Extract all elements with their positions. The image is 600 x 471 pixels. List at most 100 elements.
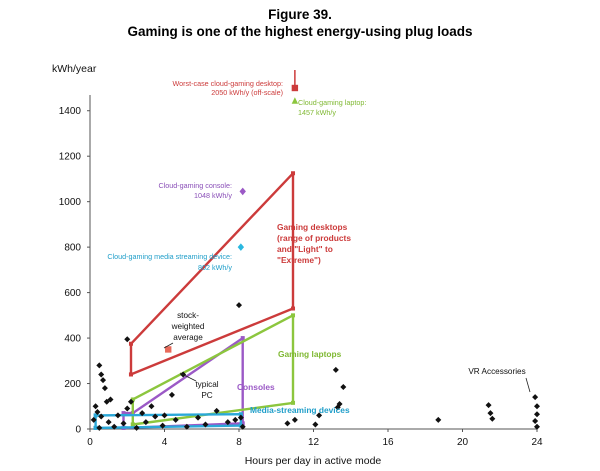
series-vertex: [291, 313, 296, 318]
series-vertex: [240, 336, 245, 341]
data-point: [105, 419, 112, 426]
annotation-cloud-console-line1: Cloud-gaming console:: [158, 181, 232, 190]
annotation-cloud-media-line2: 802 kWh/y: [198, 263, 232, 272]
annotation-cloud-laptop-line1: Cloud-gaming laptop:: [298, 98, 366, 107]
data-point: [96, 424, 103, 431]
series-vertex: [238, 412, 243, 417]
data-point: [133, 424, 140, 431]
label-media-streaming: Media-streaming devices: [250, 405, 350, 415]
data-point: [124, 405, 131, 412]
figure-title: Figure 39. Gaming is one of the highest …: [0, 6, 600, 40]
data-point: [152, 413, 159, 420]
series-vertex: [291, 400, 296, 405]
x-tick-label: 16: [382, 437, 394, 448]
data-point: [183, 423, 190, 430]
series-gaming-desktops: [129, 172, 295, 376]
y-tick-label: 0: [75, 425, 81, 436]
annotation-cloud-laptop: Cloud-gaming laptop: 1457 kWh/y: [298, 98, 366, 117]
annotation-typical-pc-line1: typical: [195, 380, 218, 389]
annotation-cloud-console-line2: 1048 kWh/y: [194, 191, 232, 200]
data-point: [124, 336, 131, 343]
data-point: [232, 416, 239, 423]
vr-pointer: [525, 377, 531, 393]
series-vertex: [121, 411, 126, 416]
data-point: [148, 403, 155, 410]
x-axis-title: Hours per day in active mode: [245, 455, 382, 467]
y-tick-label: 1400: [59, 106, 82, 117]
label-gaming-desktops-line3: and "Light" to: [277, 244, 333, 254]
annotation-worst-case-line1: Worst-case cloud-gaming desktop:: [172, 79, 283, 88]
data-point: [284, 420, 291, 427]
x-tick-label: 4: [162, 437, 168, 448]
data-point: [90, 416, 97, 423]
annotation-stock-weighted-line3: average: [173, 333, 203, 342]
data-point: [291, 416, 298, 423]
annotation-worst-case-line2: 2050 kWh/y (off-scale): [211, 88, 283, 97]
label-gaming-desktops-line4: "Extreme"): [277, 255, 321, 265]
series-vertex: [93, 425, 98, 430]
data-point: [142, 419, 149, 426]
marker-cloud-console: [239, 187, 246, 196]
x-tick-label: 20: [457, 437, 469, 448]
data-point: [340, 383, 347, 390]
data-point: [161, 412, 168, 419]
markers-layer: [165, 70, 299, 353]
data-point: [236, 302, 242, 309]
annotation-typical-pc: typical PC: [179, 372, 219, 400]
data-point: [111, 423, 118, 430]
annotation-typical-pc-line2: PC: [201, 391, 212, 400]
y-axis-title: kWh/year: [52, 63, 97, 75]
data-point: [239, 423, 246, 430]
data-point: [487, 410, 494, 417]
figure-number: Figure 39.: [268, 7, 332, 22]
y-tick-label: 800: [64, 243, 81, 254]
marker-stock-weighted: [165, 346, 172, 353]
data-point: [485, 402, 492, 409]
data-point: [489, 415, 496, 422]
x-tick-label: 24: [531, 437, 543, 448]
marker-cloud-media: [237, 243, 245, 251]
figure-heading: Gaming is one of the highest energy-usin…: [127, 24, 473, 39]
data-point: [168, 391, 175, 398]
data-point: [92, 403, 99, 410]
data-point: [172, 416, 179, 423]
annotation-worst-case: Worst-case cloud-gaming desktop: 2050 kW…: [172, 79, 283, 97]
data-point: [316, 412, 323, 419]
data-point: [435, 416, 442, 423]
data-point: [532, 418, 539, 425]
series-vertex: [128, 372, 133, 377]
x-tick-label: 12: [308, 437, 320, 448]
y-tick-label: 1200: [59, 152, 82, 163]
stock-weighted-pointer: [163, 342, 174, 349]
data-point: [332, 366, 339, 373]
series-vertex: [130, 397, 135, 402]
annotation-cloud-media-line1: Cloud-gaming media streaming device:: [107, 252, 232, 261]
y-tick-label: 200: [64, 379, 81, 390]
annotation-cloud-console: Cloud-gaming console: 1048 kWh/y: [158, 181, 232, 200]
label-gaming-desktops: Gaming desktops (range of products and "…: [277, 222, 351, 265]
data-point: [96, 362, 103, 369]
series-vertex: [128, 341, 133, 346]
series-vertex: [130, 422, 135, 427]
data-point: [159, 422, 166, 429]
annotation-cloud-media: Cloud-gaming media streaming device: 802…: [107, 252, 232, 272]
typical-pc-pointer: [179, 372, 197, 382]
y-tick-label: 400: [64, 334, 81, 345]
data-point: [139, 410, 146, 417]
data-point: [120, 420, 127, 427]
label-vr-accessories: VR Accessories: [468, 367, 525, 376]
data-point: [532, 394, 539, 401]
data-point: [100, 377, 107, 384]
annotation-stock-weighted: stock- weighted average: [163, 311, 205, 349]
x-tick-label: 0: [87, 437, 93, 448]
x-tick-label: 8: [236, 437, 242, 448]
data-point: [107, 396, 114, 403]
data-point: [237, 414, 244, 421]
data-point: [98, 413, 105, 420]
data-point: [101, 385, 108, 392]
annotation-cloud-laptop-line2: 1457 kWh/y: [298, 108, 336, 117]
data-point: [202, 421, 209, 428]
label-gaming-desktops-line1: Gaming desktops: [277, 222, 348, 232]
data-point: [127, 398, 134, 405]
